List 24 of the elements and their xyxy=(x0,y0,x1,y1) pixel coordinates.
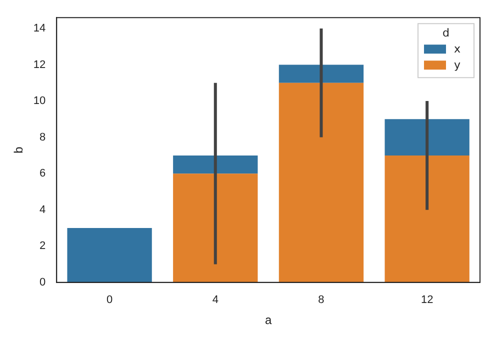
y-tick-label: 0 xyxy=(40,276,46,288)
legend-label: x xyxy=(454,42,461,56)
legend-title: d xyxy=(442,26,450,40)
bar xyxy=(173,174,258,282)
y-tick-label: 10 xyxy=(33,95,46,108)
legend-label: y xyxy=(454,58,461,72)
x-tick-label: 4 xyxy=(212,294,218,306)
y-tick-label: 6 xyxy=(40,168,46,180)
y-tick-label: 4 xyxy=(40,204,46,216)
y-tick-label: 2 xyxy=(40,240,46,252)
x-axis-title: a xyxy=(264,313,272,328)
bar xyxy=(384,119,470,156)
x-tick-label: 8 xyxy=(318,294,324,306)
bar xyxy=(384,155,470,282)
bar xyxy=(278,82,364,282)
y-tick-label: 14 xyxy=(33,22,46,35)
x-tick-label: 0 xyxy=(106,294,113,306)
bar xyxy=(67,228,152,282)
bar xyxy=(278,64,364,83)
y-tick-label: 12 xyxy=(33,58,46,71)
bar xyxy=(173,155,258,174)
y-axis-title: b xyxy=(12,146,26,154)
x-tick-label: 12 xyxy=(420,294,434,306)
y-tick-label: 8 xyxy=(40,131,46,144)
